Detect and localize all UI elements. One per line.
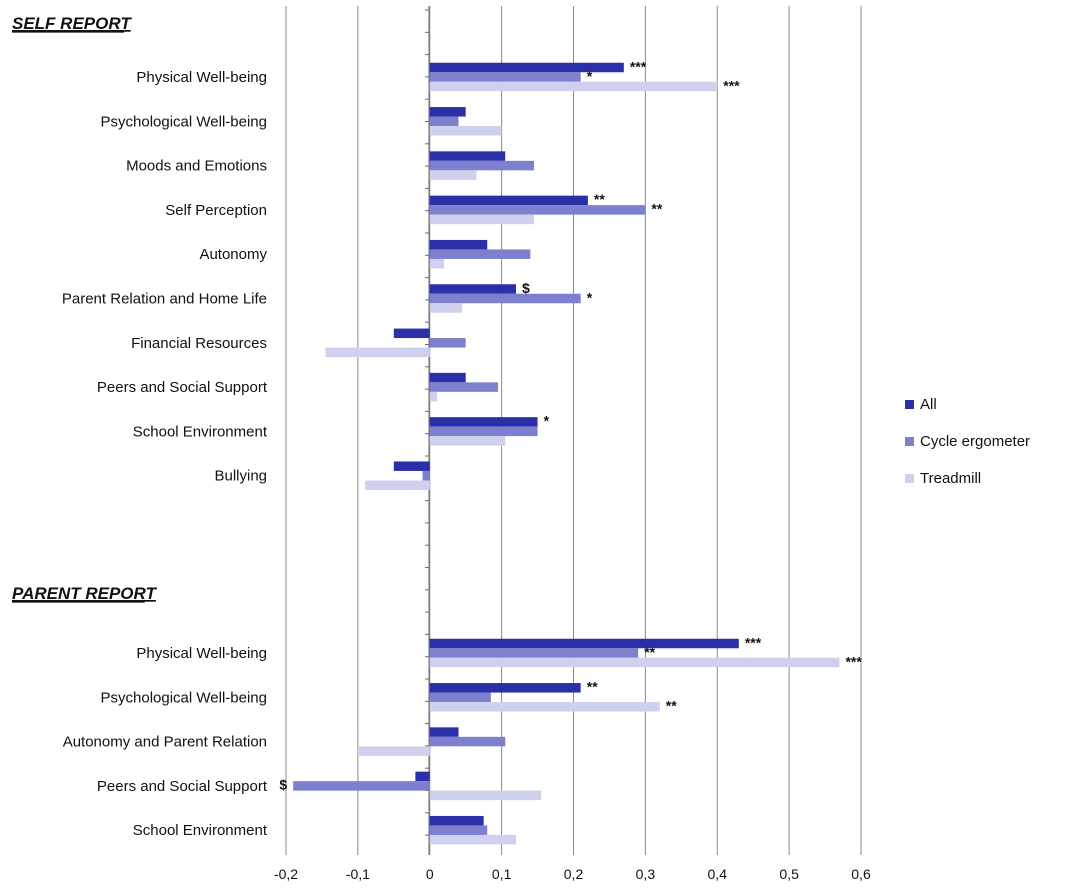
significance-label: ** — [644, 644, 655, 660]
x-tick-label: 0,2 — [564, 866, 584, 882]
bar-cycle-ergometer — [429, 293, 581, 304]
bar-treadmill — [357, 746, 430, 756]
bar-cycle-ergometer — [429, 382, 499, 392]
bars — [293, 62, 840, 845]
category-label: Financial Resources — [131, 335, 267, 352]
legend-label: All — [920, 396, 937, 413]
legend: All Cycle ergometer Treadmill — [905, 396, 1030, 487]
category-label: Moods and Emotions — [126, 158, 267, 175]
bar-treadmill — [429, 834, 516, 845]
bar-all — [429, 417, 538, 427]
bar-cycle-ergometer — [429, 72, 581, 82]
section-title: SELF REPORT — [12, 14, 132, 33]
significance-label: ** — [651, 201, 662, 217]
x-tick-label: 0,3 — [636, 866, 656, 882]
bar-cycle-ergometer — [429, 338, 466, 348]
bar-all — [415, 771, 430, 782]
category-label: School Environment — [133, 822, 268, 839]
bar-all — [429, 195, 588, 206]
bar-treadmill — [429, 702, 660, 712]
significance-label: ** — [666, 698, 677, 714]
bar-treadmill — [429, 303, 463, 313]
category-label: Autonomy — [199, 246, 267, 263]
category-label: Psychological Well-being — [101, 689, 267, 706]
legend-swatch — [905, 437, 914, 446]
bar-all — [429, 62, 624, 73]
x-tick-label: 0,4 — [708, 866, 728, 882]
significance-label: *** — [845, 653, 862, 669]
category-label: Parent Relation and Home Life — [62, 291, 267, 308]
bar-all — [429, 284, 516, 294]
bar-cycle-ergometer — [429, 426, 538, 437]
bar-treadmill — [429, 126, 502, 136]
bar-treadmill — [325, 347, 430, 358]
bar-cycle-ergometer — [429, 825, 488, 835]
bar-cycle-ergometer — [422, 470, 430, 481]
category-label: Peers and Social Support — [97, 379, 268, 396]
category-label: Psychological Well-being — [101, 113, 267, 130]
bar-cycle-ergometer — [429, 648, 639, 658]
bar-all — [393, 461, 430, 471]
category-label: School Environment — [133, 423, 268, 440]
significance-label: $ — [279, 777, 287, 793]
significance-label: $ — [522, 280, 530, 296]
x-tick-label: 0 — [426, 866, 434, 882]
category-label: Self Perception — [165, 202, 267, 219]
bar-cycle-ergometer — [429, 160, 534, 171]
significance-label: *** — [630, 58, 647, 74]
bar-cycle-ergometer — [293, 781, 430, 791]
category-label: Physical Well-being — [136, 645, 267, 662]
significance-label: ** — [594, 191, 605, 207]
bar-all — [429, 638, 739, 649]
legend-label: Treadmill — [920, 470, 981, 487]
bar-all — [393, 328, 430, 339]
x-tick-label: 0,5 — [779, 866, 799, 882]
bar-cycle-ergometer — [429, 692, 491, 703]
bar-treadmill — [429, 170, 477, 180]
bar-all — [429, 151, 506, 161]
bar-all — [429, 683, 581, 693]
labels: -0,2 -0,1 0 0,1 0,2 0,3 0,4 0,5 0,6 SELF REPORT Ph… — [12, 14, 871, 882]
bar-treadmill — [429, 81, 718, 92]
bar-cycle-ergometer — [429, 249, 531, 259]
bar-treadmill — [429, 258, 445, 269]
category-label: Peers and Social Support — [97, 778, 268, 795]
significance-label: *** — [745, 634, 762, 650]
significance-label: * — [587, 289, 593, 305]
category-axis — [425, 6, 430, 855]
bar-all — [429, 727, 459, 737]
bar-cycle-ergometer — [429, 205, 646, 215]
bar-cycle-ergometer — [429, 736, 506, 747]
category-label: Autonomy and Parent Relation — [63, 734, 267, 751]
category-label: Bullying — [214, 468, 267, 485]
bar-treadmill — [429, 214, 534, 225]
bar-all — [429, 107, 466, 117]
bar-treadmill — [429, 391, 437, 402]
legend-label: Cycle ergometer — [920, 433, 1030, 450]
bar-all — [429, 239, 488, 250]
x-tick-label: 0,1 — [492, 866, 512, 882]
bar-treadmill — [429, 790, 542, 801]
bar-all — [429, 372, 466, 383]
x-tick-label: -0,2 — [274, 866, 298, 882]
x-tick-label: -0,1 — [346, 866, 370, 882]
bar-treadmill — [429, 436, 506, 446]
bar-treadmill — [365, 480, 430, 490]
significance-label: ** — [587, 679, 598, 695]
significance-label: * — [544, 413, 550, 429]
section-title: PARENT REPORT — [12, 584, 158, 603]
gridlines — [285, 6, 862, 855]
bar-treadmill — [429, 657, 840, 668]
bar-cycle-ergometer — [429, 116, 459, 127]
category-label: Physical Well-being — [136, 69, 267, 86]
significance-label: * — [587, 68, 593, 84]
bar-all — [429, 815, 484, 826]
legend-swatch — [905, 474, 914, 483]
x-tick-label: 0,6 — [851, 866, 871, 882]
legend-swatch — [905, 400, 914, 409]
significance-label: *** — [723, 77, 740, 93]
